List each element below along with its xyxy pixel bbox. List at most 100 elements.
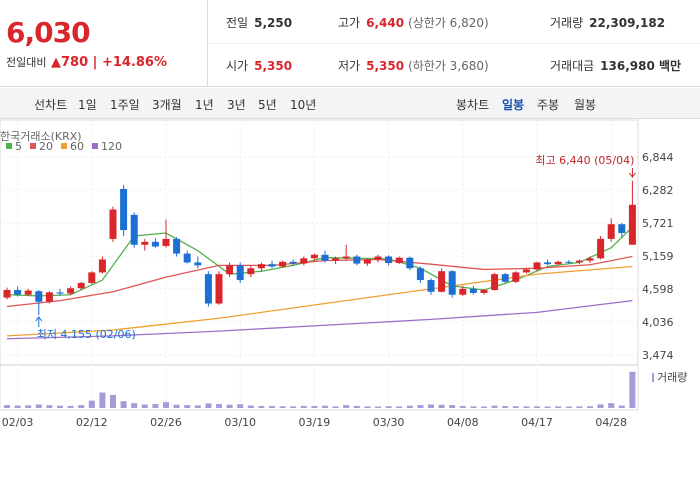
stat-value: 5,350 bbox=[366, 59, 405, 73]
candle-body bbox=[268, 264, 276, 267]
y-tick-label: 3,474 bbox=[642, 349, 674, 362]
volume-bar bbox=[565, 406, 572, 408]
price: 6,030 bbox=[6, 16, 91, 49]
change-label: 전일대비 bbox=[6, 56, 47, 69]
stat: 거래량 22,309,182 bbox=[550, 14, 665, 31]
volume-bar bbox=[406, 405, 413, 408]
volume-bar bbox=[57, 405, 63, 408]
candle-body bbox=[628, 204, 636, 245]
volume-bar bbox=[523, 406, 530, 408]
candle-body bbox=[427, 280, 435, 292]
candle-body bbox=[67, 288, 75, 294]
candle-body bbox=[247, 268, 255, 275]
period-tab[interactable]: 월봉 bbox=[574, 98, 597, 112]
candle-body bbox=[162, 238, 170, 246]
volume-bar bbox=[364, 406, 371, 408]
stat-value: 136,980 백만 bbox=[600, 59, 682, 73]
volume-bar bbox=[110, 395, 116, 408]
volume-bar bbox=[141, 404, 148, 408]
range-tab[interactable]: 10년 bbox=[290, 98, 317, 112]
stat-label: 전일 bbox=[226, 16, 249, 30]
ma-line bbox=[6, 265, 633, 337]
period-tab[interactable]: 주봉 bbox=[537, 98, 560, 112]
volume-bar bbox=[152, 403, 159, 408]
stat-value: 6,440 bbox=[366, 16, 405, 30]
volume-bar bbox=[216, 404, 222, 408]
volume-bar bbox=[534, 406, 540, 408]
volume-bar bbox=[385, 406, 392, 408]
range-tab[interactable]: 3년 bbox=[227, 98, 246, 112]
stats-row: 시가 5,350 저가 5,350 (하한가 3,680) 거래대금 136,980 백… bbox=[208, 43, 700, 86]
range-tab[interactable]: 1일 bbox=[78, 98, 97, 112]
volume-bar bbox=[279, 406, 286, 408]
candle-body bbox=[300, 258, 308, 264]
volume-bar bbox=[417, 405, 424, 408]
volume-bar bbox=[396, 406, 403, 408]
volume-bar bbox=[25, 405, 32, 408]
volume-bar bbox=[629, 371, 636, 408]
change-value: ▲780 bbox=[51, 55, 89, 70]
volume-bar bbox=[258, 405, 265, 408]
range-tab[interactable]: 1주일 bbox=[110, 98, 140, 112]
candle-body bbox=[374, 256, 382, 260]
volume-bar bbox=[481, 406, 487, 408]
candle-body bbox=[586, 258, 594, 261]
candle-body bbox=[56, 292, 64, 294]
volume-bar bbox=[449, 405, 456, 408]
candle-body bbox=[597, 238, 605, 259]
volume-bar bbox=[375, 406, 381, 408]
x-tick-label: 04/28 bbox=[595, 416, 627, 429]
candle-body bbox=[533, 262, 541, 270]
stat-label: 고가 bbox=[338, 16, 361, 30]
plot-frame bbox=[0, 119, 639, 411]
volume-bar bbox=[46, 405, 53, 408]
range-tab[interactable]: 3개월 bbox=[152, 98, 182, 112]
volume-bar bbox=[4, 405, 10, 408]
candle-body bbox=[607, 224, 615, 239]
y-tick-label: 4,598 bbox=[642, 283, 674, 296]
volume-bar bbox=[597, 404, 604, 408]
stat-label: 거래량 bbox=[550, 16, 584, 30]
legend-swatch bbox=[92, 143, 98, 149]
range-tab[interactable]: 1년 bbox=[195, 98, 214, 112]
volume-bar bbox=[205, 403, 212, 408]
stat-label: 시가 bbox=[226, 59, 249, 73]
candle-body bbox=[120, 188, 128, 231]
source-label: 한국거래소(KRX) bbox=[0, 130, 82, 143]
range-tab[interactable]: 5년 bbox=[258, 98, 277, 112]
volume-bar bbox=[173, 404, 180, 408]
volume-bar bbox=[428, 404, 434, 408]
candle-body bbox=[501, 274, 509, 282]
candle-body bbox=[24, 290, 32, 295]
stat: 전일 5,250 bbox=[226, 14, 292, 31]
stat: 시가 5,350 bbox=[226, 57, 292, 74]
stat-value: 22,309,182 bbox=[589, 16, 666, 30]
stat-extra: (상한가 6,820) bbox=[408, 16, 489, 30]
candle-body bbox=[109, 209, 117, 239]
stat-extra: (하한가 3,680) bbox=[408, 59, 489, 73]
y-tick-label: 6,282 bbox=[642, 184, 674, 197]
candle-body bbox=[406, 257, 414, 269]
candle-body bbox=[88, 272, 96, 283]
candle-body bbox=[3, 290, 11, 298]
candle-body bbox=[236, 265, 244, 281]
volume-bar bbox=[14, 405, 21, 408]
candle-body bbox=[575, 260, 583, 263]
volume-bar bbox=[608, 403, 615, 408]
period-tab[interactable]: 일봉 bbox=[502, 98, 525, 112]
stat: 거래대금 136,980 백만 bbox=[550, 57, 681, 74]
volume-bar bbox=[512, 406, 519, 408]
stats-row: 전일 5,250 고가 6,440 (상한가 6,820) 거래량 22,309,182 bbox=[208, 0, 700, 44]
volume-bar bbox=[290, 406, 297, 408]
volume-bar bbox=[120, 401, 127, 408]
volume-bar bbox=[35, 404, 42, 408]
volume-bar bbox=[555, 406, 562, 408]
candle-body bbox=[448, 271, 456, 295]
candle-body bbox=[35, 291, 43, 302]
volume-bar bbox=[322, 405, 328, 408]
candle-body bbox=[98, 259, 106, 273]
volume-bar bbox=[587, 406, 593, 408]
volume-bar bbox=[576, 406, 583, 408]
candle-body bbox=[353, 256, 361, 264]
